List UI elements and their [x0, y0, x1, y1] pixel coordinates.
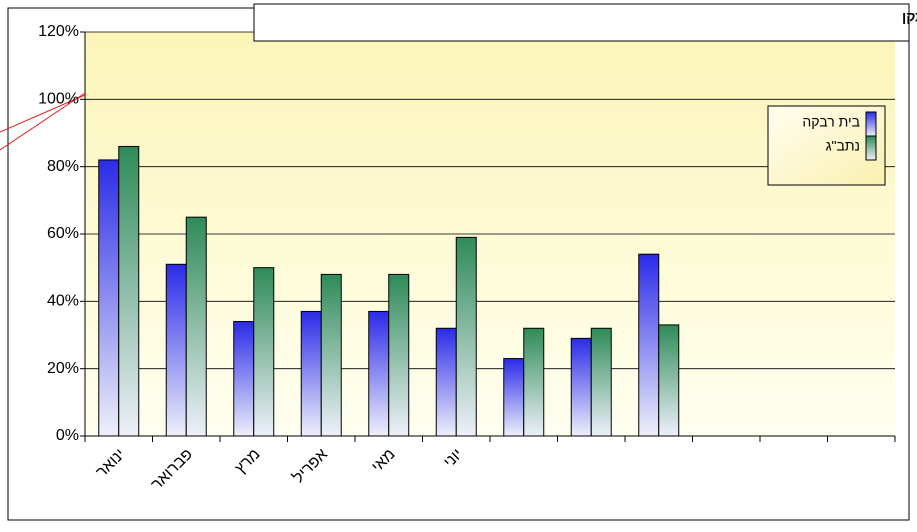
bar: [253, 267, 275, 437]
bar: [320, 273, 342, 437]
bar: [523, 327, 545, 437]
legend-label: נתב"ג: [826, 138, 860, 154]
legend-label: בית רבקה: [802, 114, 860, 130]
bar: [590, 327, 612, 437]
y-tick-label: 20%: [47, 360, 79, 377]
y-tick-label: 0%: [56, 427, 79, 444]
bar: [435, 327, 457, 437]
y-tick-label: 80%: [47, 158, 79, 175]
y-tick-label: 100%: [38, 91, 79, 108]
annotation-line: [0, 94, 86, 133]
bar: [165, 263, 187, 437]
bar: [658, 324, 680, 437]
bar: [570, 337, 592, 437]
annotation-line: [0, 92, 86, 151]
bar: [185, 216, 207, 437]
y-tick-label: 120%: [38, 23, 79, 40]
y-tick-label: 40%: [47, 293, 79, 310]
bar: [455, 236, 477, 437]
bar: [388, 273, 410, 437]
chart-title: ריכוזי NOX - ערכים מירביים חצי-שעתיים כא…: [902, 9, 917, 25]
title-box: [253, 3, 910, 42]
bar: [368, 310, 390, 437]
bar: [98, 159, 120, 437]
bar: [300, 310, 322, 437]
legend-swatch: [865, 111, 877, 137]
bar: [638, 253, 660, 437]
bar: [233, 321, 255, 437]
legend-swatch: [865, 135, 877, 161]
bar: [503, 358, 525, 437]
bar: [118, 145, 140, 437]
y-tick-label: 60%: [47, 225, 79, 242]
